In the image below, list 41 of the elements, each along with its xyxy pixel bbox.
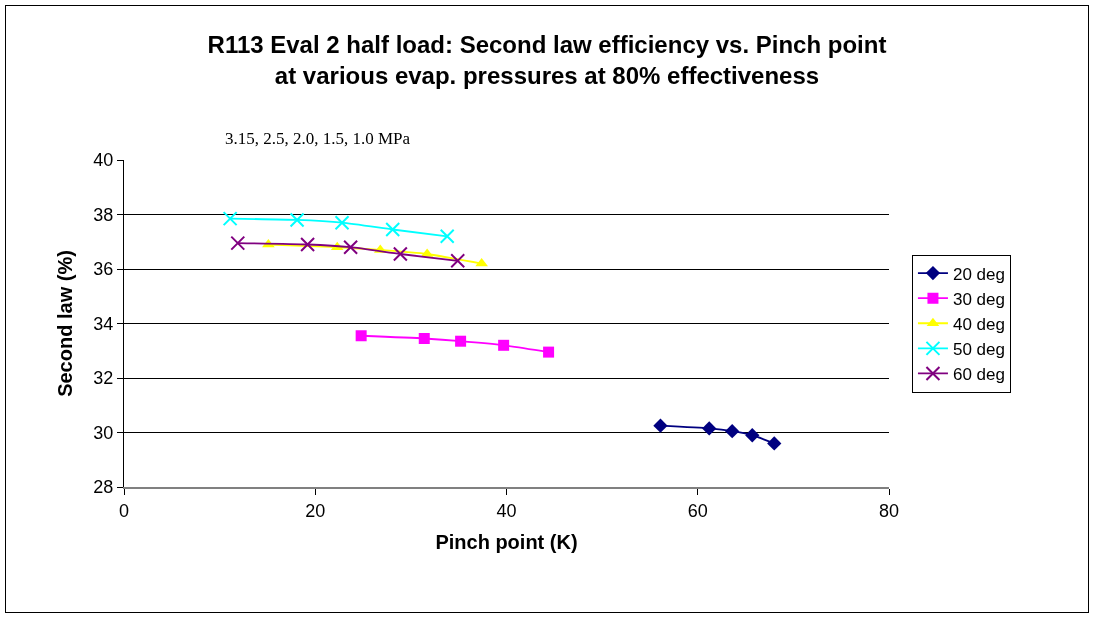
point xyxy=(222,211,238,227)
point xyxy=(450,253,466,269)
x-tick-label: 80 xyxy=(878,500,900,521)
point xyxy=(355,330,367,342)
point xyxy=(343,239,359,255)
x-tick-label: 0 xyxy=(118,500,130,521)
legend-label: 40 deg xyxy=(952,314,1005,334)
y-axis-title: Second law (%) xyxy=(53,250,76,397)
point xyxy=(653,418,668,433)
point xyxy=(745,428,760,443)
point xyxy=(725,423,740,439)
y-tick-label: 34 xyxy=(93,313,114,334)
legend-label: 60 deg xyxy=(952,365,1005,385)
legend-label: 30 deg xyxy=(952,289,1005,309)
point xyxy=(498,339,510,351)
point xyxy=(230,235,246,251)
x-tick-label: 40 xyxy=(496,500,517,521)
x-tick-label: 60 xyxy=(687,500,708,521)
point xyxy=(455,335,467,347)
point xyxy=(543,346,555,358)
y-tick-label: 30 xyxy=(93,422,114,443)
point xyxy=(300,236,316,252)
y-tick-label: 36 xyxy=(93,259,114,280)
point xyxy=(392,246,408,262)
point xyxy=(767,436,782,451)
point xyxy=(385,221,401,237)
y-tick-label: 28 xyxy=(93,477,114,498)
point xyxy=(334,215,350,231)
y-tick-label: 38 xyxy=(93,204,114,225)
x-axis-title: Pinch point (K) xyxy=(435,530,578,553)
point xyxy=(418,332,430,344)
text: 3.15, 2.5, 2.0, 1.5, 1.0 MPa xyxy=(225,129,411,148)
y-tick-label: 40 xyxy=(93,150,114,171)
legend-label: 20 deg xyxy=(952,264,1005,284)
chart-title: R113 Eval 2 half load: Second law efficiency vs. Pinch point at various evap. pressures at 80% effectiveness xyxy=(207,30,887,89)
point xyxy=(289,212,305,228)
point xyxy=(439,228,455,244)
point xyxy=(702,421,717,436)
legend-label: 50 deg xyxy=(952,339,1005,359)
x-tick-label: 20 xyxy=(305,500,326,521)
y-tick-label: 32 xyxy=(93,368,114,389)
